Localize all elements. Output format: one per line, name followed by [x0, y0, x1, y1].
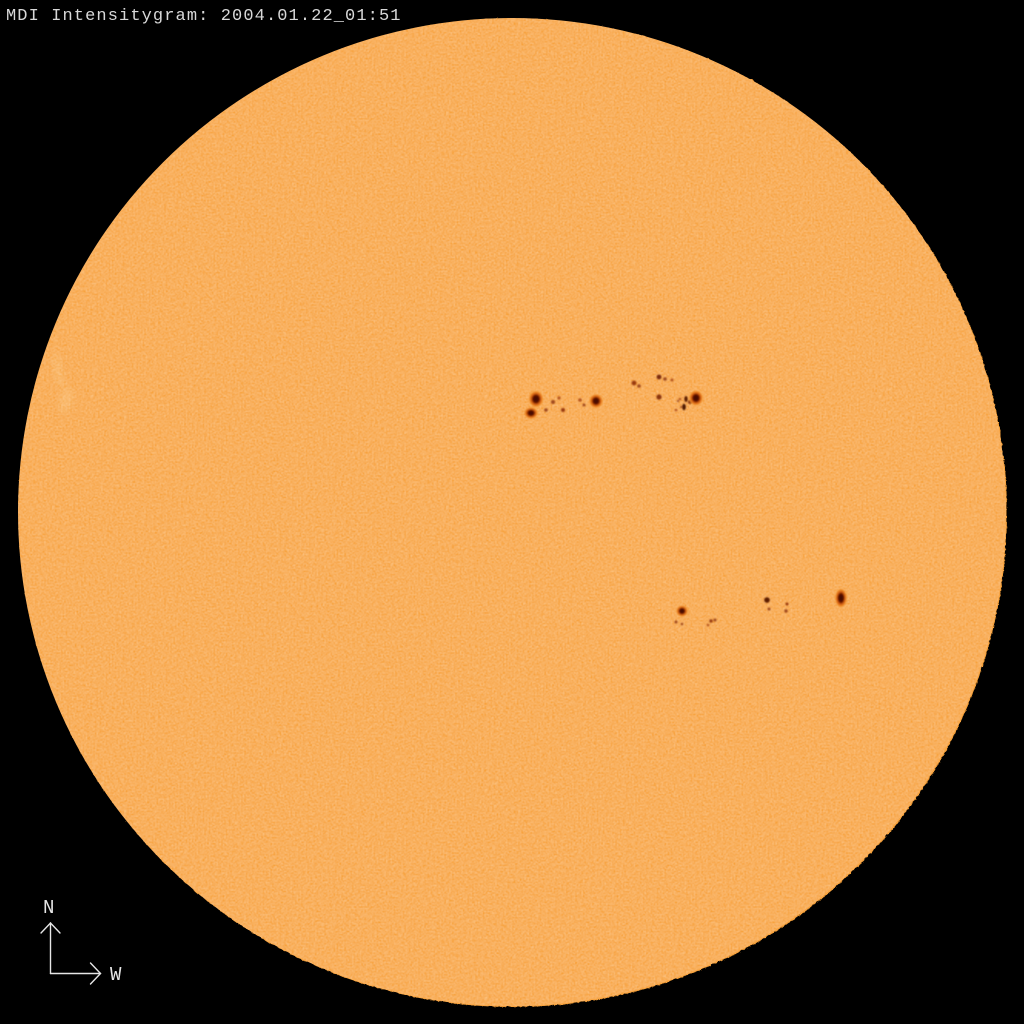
svg-text:W: W [110, 964, 122, 986]
svg-text:MDI Intensitygram: 2004.01.2: MDI Intensitygram: 2004.01.22_01:51 [6, 7, 402, 26]
svg-text:N: N [43, 897, 54, 919]
